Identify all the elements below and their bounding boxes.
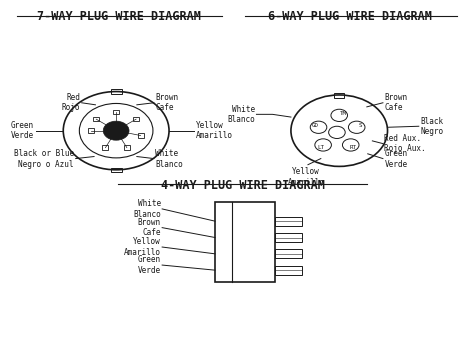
Text: Brown
Cafe: Brown Cafe	[384, 93, 408, 112]
Text: Yellow
Amarillo: Yellow Amarillo	[288, 167, 325, 187]
Text: Brown
Cafe: Brown Cafe	[155, 93, 178, 112]
Text: GD: GD	[311, 123, 319, 128]
Bar	[275, 249, 302, 258]
Text: Red
Rojo: Red Rojo	[62, 93, 80, 112]
Circle shape	[103, 121, 129, 140]
Text: White
Blanco: White Blanco	[155, 149, 183, 169]
Text: Red Aux.
Rojo Aux.: Red Aux. Rojo Aux.	[384, 134, 426, 153]
Text: RT: RT	[349, 144, 356, 150]
Bar	[93, 117, 99, 121]
Text: Green
Verde: Green Verde	[384, 149, 408, 169]
Text: 6-WAY PLUG WIRE DIAGRAM: 6-WAY PLUG WIRE DIAGRAM	[268, 10, 432, 23]
Text: White
Blanco: White Blanco	[228, 105, 255, 124]
Text: 7-WAY PLUG WIRE DIAGRAM: 7-WAY PLUG WIRE DIAGRAM	[37, 10, 201, 23]
Bar	[88, 129, 94, 133]
Bar	[133, 117, 139, 121]
Text: Brown
Cafe: Brown Cafe	[137, 218, 161, 237]
Text: Black
Negro: Black Negro	[420, 117, 444, 136]
Bar	[137, 133, 144, 138]
Text: Yellow
Amarillo: Yellow Amarillo	[124, 237, 161, 257]
Bar	[102, 145, 109, 150]
Bar	[124, 145, 130, 150]
Bar	[113, 110, 119, 114]
Bar	[110, 89, 122, 94]
Bar	[275, 266, 302, 275]
Text: 4-WAY PLUG WIRE DIAGRAM: 4-WAY PLUG WIRE DIAGRAM	[161, 179, 325, 192]
Bar	[334, 93, 344, 98]
Text: Black or Blue
Negro o Azul: Black or Blue Negro o Azul	[14, 149, 74, 169]
Text: White
Blanco: White Blanco	[133, 199, 161, 218]
Text: Green
Verde: Green Verde	[137, 255, 161, 275]
Bar	[275, 217, 302, 226]
Bar	[110, 168, 122, 172]
Text: LT: LT	[317, 144, 324, 150]
Bar	[215, 202, 275, 282]
Text: Green
Verde: Green Verde	[11, 121, 34, 140]
Text: Yellow
Amarillo: Yellow Amarillo	[196, 121, 233, 140]
Text: S: S	[359, 123, 362, 128]
Text: TM: TM	[339, 111, 346, 116]
Bar	[275, 233, 302, 242]
